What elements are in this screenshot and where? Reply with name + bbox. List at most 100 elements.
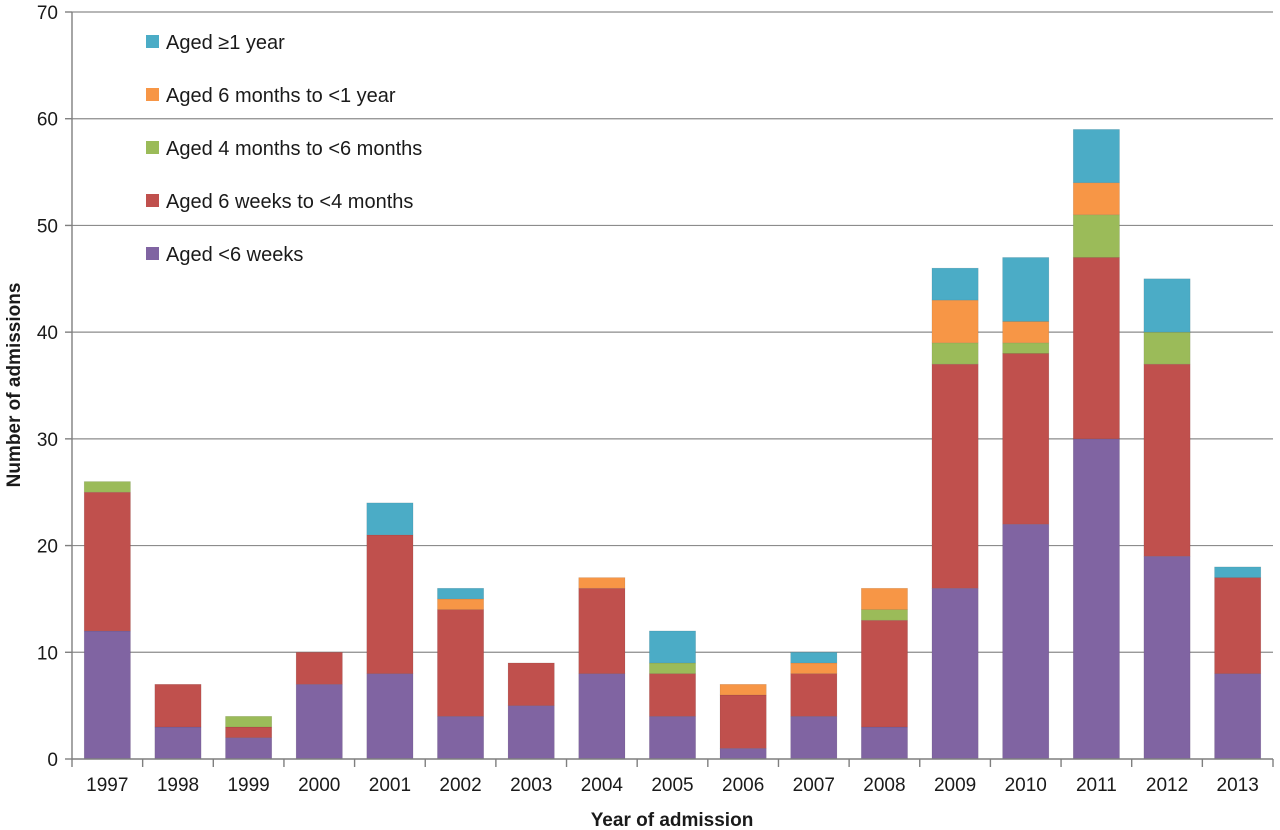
x-tick-label: 1998 [157,775,199,796]
x-tick-label: 1999 [227,775,269,796]
bar-segment [578,673,626,760]
x-tick-label: 2002 [439,775,481,796]
bar-segment [1143,555,1191,760]
x-tick-label: 2011 [1076,775,1117,796]
y-tick-label: 50 [37,216,58,237]
x-tick-label: 2000 [298,775,340,796]
bar-segment [649,662,696,674]
x-tick-label: 2007 [793,775,835,796]
bar-segment [1072,214,1120,258]
bar-segment [1002,523,1050,760]
x-tick-label: 2008 [863,775,905,796]
bars [83,129,1262,760]
bar-segment [366,502,414,536]
bar-segment [507,705,555,760]
legend-swatch [146,194,159,207]
y-tick-label: 20 [37,537,58,558]
bar-segment [931,299,979,344]
bar-segment [225,737,273,760]
bar-segment [437,598,484,610]
bar-segment [437,716,484,760]
bar-segment [719,694,767,749]
legend-swatch [146,88,159,101]
axes [65,11,1274,767]
legend: Aged ≥1 year Aged 6 months to <1 year Aged… [146,32,422,266]
bar-segment [649,630,696,664]
y-tick-label: 60 [37,110,58,131]
bar-segment [931,267,979,301]
x-tick-label: 2004 [581,775,624,796]
gridlines [72,11,1273,653]
bar-segment [790,716,838,760]
bar-segment [1072,129,1120,184]
bar-segment [790,673,838,717]
x-tick-label: 2006 [722,775,764,796]
bar-segment [719,748,767,760]
bar-segment [437,587,484,600]
x-tick-label: 2010 [1005,775,1047,796]
bar-segment [1072,257,1120,440]
bar-segment [790,662,838,674]
bar-segment [931,587,979,760]
x-tick-label: 2013 [1217,775,1259,796]
bar-segment [83,630,131,760]
bar-segment [1214,566,1262,578]
x-tick-label: 2009 [934,775,976,796]
legend-swatch [146,35,159,48]
legend-label: Aged <6 weeks [166,244,303,266]
bar-segment [1143,331,1191,365]
bar-segment [366,534,414,674]
y-tick-label: 10 [37,643,58,664]
x-tick-label: 2012 [1146,775,1188,796]
bar-segment [225,726,273,738]
bar-segment [1143,363,1191,557]
bar-segment [437,609,484,717]
bar-segment [649,716,696,760]
bar-segment [366,673,414,760]
bar-segment [1002,257,1050,322]
bar-segment [83,481,131,493]
bar-segment [154,726,202,760]
bar-segment [790,651,838,664]
x-tick-label: 2005 [651,775,693,796]
bar-segment [295,683,343,760]
bar-segment [1002,353,1050,525]
y-tick-labels: 0 10 20 30 40 50 60 70 [37,3,58,771]
bar-segment [719,683,767,696]
y-axis-title: Number of admissions [4,283,25,488]
bar-segment [578,587,626,674]
bar-segment [1072,182,1120,216]
bar-segment [1002,321,1050,344]
legend-label: Aged 4 months to <6 months [166,138,422,160]
bar-segment [861,587,908,610]
y-tick-label: 30 [37,430,58,451]
y-tick-label: 70 [37,3,58,24]
legend-label: Aged 6 months to <1 year [166,85,396,107]
bar-segment [1002,342,1050,354]
bar-segment [861,726,908,760]
y-tick-label: 0 [47,750,58,771]
bar-segment [1214,577,1262,674]
y-tick-label: 40 [37,323,58,344]
bar-segment [225,716,273,728]
legend-label: Aged ≥1 year [166,32,285,54]
bar-segment [649,673,696,717]
bar-segment [861,619,908,728]
legend-swatch [146,141,159,154]
bar-segment [931,342,979,365]
x-tick-label: 2003 [510,775,552,796]
x-tick-label: 1997 [86,775,128,796]
bar-segment [578,577,626,589]
x-tick-label: 2001 [369,775,411,796]
bar-segment [931,363,979,589]
bar-segment [1072,438,1120,760]
x-axis-title: Year of admission [591,810,754,830]
legend-swatch [146,247,159,260]
bar-segment [154,683,202,728]
bar-segment [1214,673,1262,760]
bar-segment [83,491,131,632]
bar-segment [507,662,555,706]
x-tick-labels: 1997 1998 1999 2000 2001 2002 2003 2004 2005 2006… [86,775,1259,796]
legend-label: Aged 6 weeks to <4 months [166,191,413,213]
